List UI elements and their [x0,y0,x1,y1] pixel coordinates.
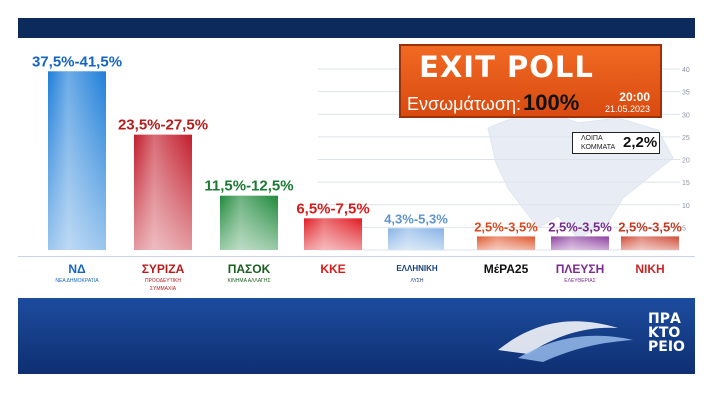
bar-fade [621,236,679,250]
party-logo-name: ΝΔ [68,262,86,276]
bar-fade [388,228,444,250]
y-tick-label: 30 [682,112,690,119]
bar-chart: 5 10 15 20 25 30 35 40 37,5%-41,5% 23,5%-27,5% 11… [32,53,690,251]
integration-label: Ενσωμάτωση: [407,94,521,114]
value-label-4: 6,5%-7,5% [296,200,369,217]
party-logo-7: ΠΛΕΥΣΗ ΕΛΕΥΘΕΡΙΑΣ [549,261,611,295]
party-logo-name: ΠΑΣΟΚ [227,262,271,276]
party-logo-8: ΝΙΚΗ [619,261,681,295]
other-parties-label-2: ΚΟΜΜΑΤΑ [581,144,616,151]
bar-fade [134,134,192,250]
value-label-7: 2,5%-3,5% [548,219,612,234]
time-label: 20:00 [619,90,650,104]
value-label-6: 2,5%-3,5% [474,219,538,234]
party-logo-2: ΣΥΡΙΖΑ ΠΡΟΟΔΕΥΤΙΚΗ ΣΥΜΜΑΧΙΑ [132,261,194,295]
y-tick-label: 25 [682,135,690,142]
bar-fade [551,236,609,250]
party-logo-subtitle: ΠΡΟΟΔΕΥΤΙΚΗ ΣΥΜΜΑΧΙΑ [144,278,182,292]
value-labels-group: 37,5%-41,5% 23,5%-27,5% 11,5%-12,5%6,5%-7,… [32,53,682,234]
party-logo-6: ΜέΡΑ25 [475,261,537,295]
value-label-8: 2,5%-3,5% [618,219,682,234]
decorative-wave [498,321,633,362]
other-parties-label-1: ΛΟΙΠΑ [581,135,603,142]
y-tick-label: 15 [682,180,690,187]
value-label-1: 37,5%-41,5% [32,53,122,70]
brand-line-3: ΡΕΙΟ [648,339,685,355]
party-logo-subtitle: ΚΙΝΗΜΑ ΑΛΛΑΓΗΣ [227,278,271,284]
brand-line-2: ΚΤΟ [648,325,681,341]
party-logo-name: ΕΛΛΗΝΙΚΗ [396,264,438,273]
other-parties-value: 2,2% [623,134,658,151]
bar-fade [48,71,106,250]
y-tick-label: 20 [682,158,690,165]
value-label-5: 4,3%-5,3% [384,211,448,226]
bar-fade [220,195,278,250]
integration-value: 100% [523,90,580,115]
y-tick-label: 5 [682,225,686,232]
other-parties-box: ΛΟΙΠΑ ΚΟΜΜΑΤΑ 2,2% [572,132,660,154]
brand-logo: ΠΡΑ ΚΤΟ ΡΕΙΟ [648,312,685,354]
y-tick-label: 35 [682,90,690,97]
party-logo-subtitle: ΛΥΣΗ [410,278,424,284]
value-label-3: 11,5%-12,5% [204,178,293,195]
party-logo-subtitle: ΝΕΑ ΔΗΜΟΚΡΑΤΙΑ [55,278,99,284]
y-tick-label: 10 [682,203,690,210]
y-tick-label: 40 [682,67,690,74]
bars-group [48,71,679,250]
party-logo-5: ΕΛΛΗΝΙΚΗ ΛΥΣΗ [386,261,448,295]
chart-panel: 5 10 15 20 25 30 35 40 37,5%-41,5% 23,5%-27,5% 11… [18,38,695,256]
party-logo-name: ΜέΡΑ25 [483,262,529,276]
party-logo-name: ΣΥΡΙΖΑ [141,262,185,276]
party-logo-name: ΝΙΚΗ [635,262,665,276]
party-logo-4: ΚΚΕ [302,261,364,295]
exit-poll-box: EXIT POLL Ενσωμάτωση: 100% 20:00 21.05.2… [399,44,662,118]
exit-poll-title: EXIT POLL [419,50,594,84]
value-label-2: 23,5%-27,5% [118,117,208,134]
party-logos-strip: ΝΔ ΝΕΑ ΔΗΜΟΚΡΑΤΙΑ ΣΥΡΙΖΑ ΠΡΟΟΔΕΥΤΙΚΗ ΣΥΜΜΑΧ… [18,256,695,301]
brand-line-1: ΠΡΑ [648,311,681,327]
bottom-bar: ΠΡΑ ΚΤΟ ΡΕΙΟ [18,298,695,374]
party-logo-subtitle: ΕΛΕΥΘΕΡΙΑΣ [564,278,596,284]
date-label: 21.05.2023 [604,104,650,114]
bar-fade [477,236,535,250]
bar-fade [304,218,362,250]
top-bar [18,18,695,38]
party-logo-3: ΠΑΣΟΚ ΚΙΝΗΜΑ ΑΛΛΑΓΗΣ [218,261,280,295]
party-logo-name: ΠΛΕΥΣΗ [555,262,605,276]
party-logo-name: ΚΚΕ [320,262,346,276]
party-logo-1: ΝΔ ΝΕΑ ΔΗΜΟΚΡΑΤΙΑ [46,261,108,295]
